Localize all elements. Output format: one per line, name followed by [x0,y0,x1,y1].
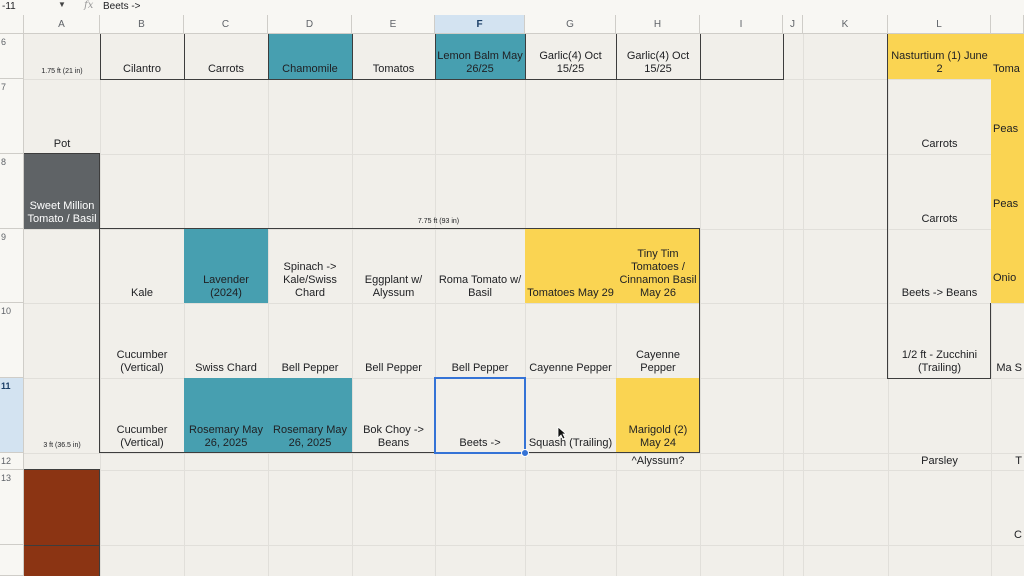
cell-m8[interactable]: Peas [991,154,1024,229]
cell-e9[interactable]: Eggplant w/ Alyssum [364,274,423,299]
cell-m13[interactable]: C [1014,529,1022,541]
row-header-12[interactable]: 12 [0,453,24,470]
cell-a11[interactable]: 3 ft (36.5 in) [43,442,81,449]
cell-m6[interactable]: Toma [991,34,1024,79]
col-header-g[interactable]: G [525,15,616,34]
cell-e11[interactable]: Bok Choy -> Beans [363,424,424,449]
cell-d11[interactable]: Rosemary May 26, 2025 [268,378,352,453]
cell-b11[interactable]: Cucumber (Vertical) [116,424,168,449]
cell-l6[interactable]: Nasturtium (1) June 2 [888,34,991,79]
col-header-e[interactable]: E [352,15,435,34]
formula-input[interactable]: Beets -> [103,1,141,12]
mouse-pointer-icon [557,426,567,440]
cell-h12[interactable]: ^Alyssum? [631,455,685,467]
cell-c10[interactable]: Swiss Chard [195,362,257,374]
cell-e6[interactable]: Tomatos [372,63,415,75]
cell-f6[interactable]: Lemon Balm May 26/25 [435,34,525,79]
cell-b10[interactable]: Cucumber (Vertical) [116,349,168,374]
row-header-10[interactable]: 10 [0,303,24,378]
cell-m7[interactable]: Peas [991,79,1024,154]
fx-icon: fx [84,0,94,11]
cell-m10[interactable]: Ma S [996,362,1022,374]
cell-a7[interactable]: Pot [53,138,71,150]
cell-b9[interactable]: Kale [130,287,154,299]
col-header-a[interactable]: A [24,15,100,34]
cell-h11[interactable]: Marigold (2) May 24 [616,378,700,453]
cell-f10[interactable]: Bell Pepper [451,362,509,374]
row-header-8[interactable]: 8 [0,154,24,229]
row-header-14[interactable] [0,545,24,576]
cell-f8-width-label[interactable]: 7.75 ft (93 in) [417,218,460,225]
col-header-j[interactable]: J [783,15,803,34]
cell-m9[interactable]: Onio [991,229,1024,303]
cell-m12[interactable]: T [1015,455,1022,467]
row-header-9[interactable]: 9 [0,229,24,303]
col-header-d[interactable]: D [268,15,352,34]
col-header-b[interactable]: B [100,15,184,34]
cell-d10[interactable]: Bell Pepper [281,362,339,374]
cell-h9[interactable]: Tiny Tim Tomatoes / Cinnamon Basil May 2… [616,229,700,303]
cell-g6[interactable]: Garlic(4) Oct 15/25 [539,50,602,75]
cell-a14[interactable] [24,546,100,576]
col-header-i[interactable]: I [700,15,783,34]
fill-handle[interactable] [521,449,529,457]
chevron-down-icon[interactable]: ▼ [58,0,66,9]
cell-c9[interactable]: Lavender (2024) [184,229,268,303]
cell-f11[interactable]: Beets -> [459,437,501,449]
cell-g11[interactable]: Squash (Trailing) [528,437,613,449]
cell-a6[interactable]: 1.75 ft (21 in) [41,68,83,75]
row-header-11[interactable]: 11 [0,378,24,453]
cell-l12[interactable]: Parsley [921,455,958,467]
col-header-f[interactable]: F [435,15,525,34]
row-header-7[interactable]: 7 [0,79,24,154]
cell-g10[interactable]: Cayenne Pepper [529,362,612,374]
cell-l8[interactable]: Carrots [921,213,958,225]
col-header-h[interactable]: H [616,15,700,34]
cell-h6[interactable]: Garlic(4) Oct 15/25 [626,50,690,75]
cell-l9[interactable]: Beets -> Beans [901,287,978,299]
active-cell-selection[interactable] [434,377,526,454]
formula-bar: -11 ▼ fx Beets -> [0,0,1024,16]
select-all-corner[interactable] [0,15,24,34]
col-header-m[interactable] [991,15,1024,34]
cell-b6[interactable]: Cilantro [123,63,161,75]
cell-a13[interactable] [24,470,100,545]
col-header-k[interactable]: K [803,15,888,34]
row-header-13[interactable]: 13 [0,470,24,545]
cell-c11[interactable]: Rosemary May 26, 2025 [184,378,268,453]
col-header-l[interactable]: L [888,15,991,34]
cell-f9[interactable]: Roma Tomato w/ Basil [438,274,522,299]
cell-g9[interactable]: Tomatoes May 29 [525,229,616,303]
cell-l10[interactable]: 1/2 ft - Zucchini (Trailing) [901,349,978,374]
cell-a8[interactable]: Sweet Million Tomato / Basil [24,154,100,229]
cell-c6[interactable]: Carrots [207,63,245,75]
cell-l7[interactable]: Carrots [921,138,958,150]
cell-d6[interactable]: Chamomile [268,34,352,79]
cell-h10[interactable]: Cayenne Pepper [635,349,681,374]
row-header-6[interactable]: 6 [0,34,24,79]
name-box[interactable]: -11 [2,1,16,12]
col-header-c[interactable]: C [184,15,268,34]
cell-d9[interactable]: Spinach -> Kale/Swiss Chard [283,261,337,299]
cell-e10[interactable]: Bell Pepper [365,362,422,374]
